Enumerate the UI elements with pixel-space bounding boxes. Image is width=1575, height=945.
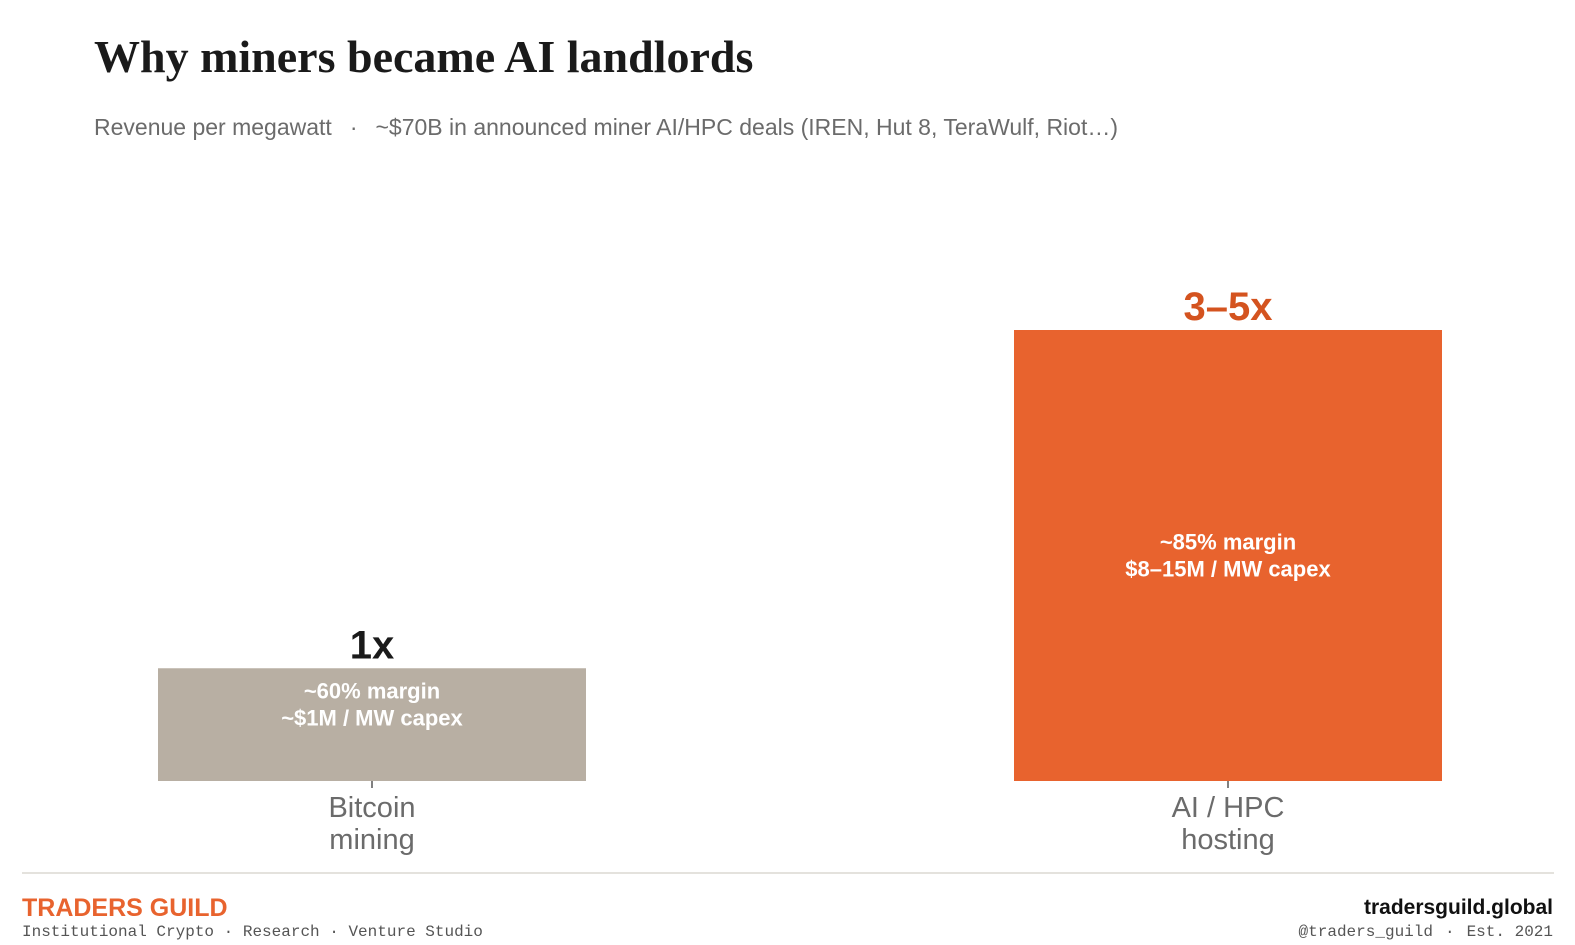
bar-1 <box>1014 330 1442 781</box>
bar-value-label-0: 1x <box>350 623 395 667</box>
social-separator: · <box>1444 923 1455 941</box>
x-tick-label-0-line1: Bitcoin <box>328 792 415 824</box>
footer-divider <box>22 872 1554 874</box>
bar-margin-note-1: ~85% margin <box>1160 530 1296 555</box>
x-tick-label-0-line2: mining <box>329 824 414 856</box>
established-year: Est. 2021 <box>1466 923 1553 941</box>
bar-0 <box>158 668 586 781</box>
bar-value-label-1: 3–5x <box>1184 285 1273 329</box>
revenue-bar-chart: 1x ~60% margin~$1M / MW capex Bitcoinminin… <box>158 285 1442 856</box>
bar-capex-note-1: $8–15M / MW capex <box>1125 557 1331 582</box>
chart-title: Why miners became AI landlords <box>94 31 754 82</box>
bar-margin-note-0: ~60% margin <box>304 678 440 703</box>
subtitle-separator: · <box>349 114 358 140</box>
brand-tagline: Institutional Crypto · Research · Ventur… <box>22 923 483 941</box>
subtitle-deals-note: ~$70B in announced miner AI/HPC deals (I… <box>375 114 1119 140</box>
website-link[interactable]: tradersguild.global <box>1363 896 1553 919</box>
subtitle-metric: Revenue per megawatt <box>94 114 332 140</box>
chart-subtitle: Revenue per megawatt · ~$70B in announced … <box>94 114 1118 141</box>
social-handle[interactable]: @traders_guild <box>1298 923 1433 941</box>
brand-logo-text: TRADERS GUILD <box>22 894 228 922</box>
x-tick-label-1-line2: hosting <box>1181 824 1275 856</box>
x-tick-label-1-line1: AI / HPC <box>1172 792 1285 824</box>
bar-capex-note-0: ~$1M / MW capex <box>281 705 463 730</box>
social-line: @traders_guild · Est. 2021 <box>1299 923 1553 941</box>
